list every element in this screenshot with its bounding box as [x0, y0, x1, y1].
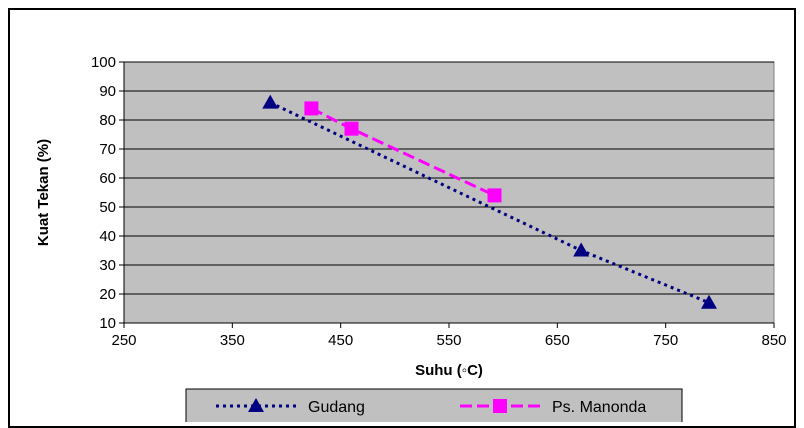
legend-label: Gudang	[308, 399, 365, 416]
y-tick-label: 90	[99, 83, 116, 100]
x-tick-label: 750	[653, 332, 678, 349]
y-tick-label: 50	[99, 199, 116, 216]
y-tick-label: 60	[99, 170, 116, 187]
series-gudang	[262, 94, 717, 309]
x-tick-label: 850	[761, 332, 786, 349]
y-tick-label: 80	[99, 112, 116, 129]
x-tick-label: 450	[328, 332, 353, 349]
triangle-marker	[701, 294, 717, 309]
legend-item: Gudang	[216, 398, 365, 416]
triangle-marker	[262, 94, 279, 109]
y-tick-label: 20	[99, 286, 116, 303]
y-axis-ticks: 10 20 30 40 50 60 70 80 90 100	[91, 54, 124, 332]
x-tick-label: 550	[436, 332, 461, 349]
square-marker	[487, 188, 502, 203]
x-axis-title: Suhu (◦C)	[415, 362, 483, 379]
x-tick-label: 350	[220, 332, 245, 349]
y-tick-label: 100	[91, 54, 116, 71]
triangle-marker	[573, 242, 590, 257]
legend: Gudang Ps. Manonda	[185, 388, 683, 422]
legend-item: Ps. Manonda	[460, 399, 646, 416]
legend-label: Ps. Manonda	[552, 399, 646, 416]
x-axis-ticks: 250 350 450 550 650 750 850	[111, 322, 787, 349]
series-layer	[262, 94, 717, 309]
x-tick-label: 250	[111, 332, 136, 349]
y-tick-label: 70	[99, 141, 116, 158]
y-tick-label: 40	[99, 228, 116, 245]
series-ps-manonda	[304, 101, 502, 203]
y-tick-label: 30	[99, 257, 116, 274]
plot-area	[123, 61, 775, 324]
y-tick-label: 10	[99, 315, 116, 332]
triangle-marker	[248, 398, 264, 412]
y-axis-title: Kuat Tekan (%)	[35, 139, 52, 246]
square-marker	[493, 399, 507, 413]
x-tick-label: 650	[545, 332, 570, 349]
square-marker	[304, 101, 319, 116]
legend-box	[185, 388, 683, 422]
square-marker	[344, 121, 359, 136]
